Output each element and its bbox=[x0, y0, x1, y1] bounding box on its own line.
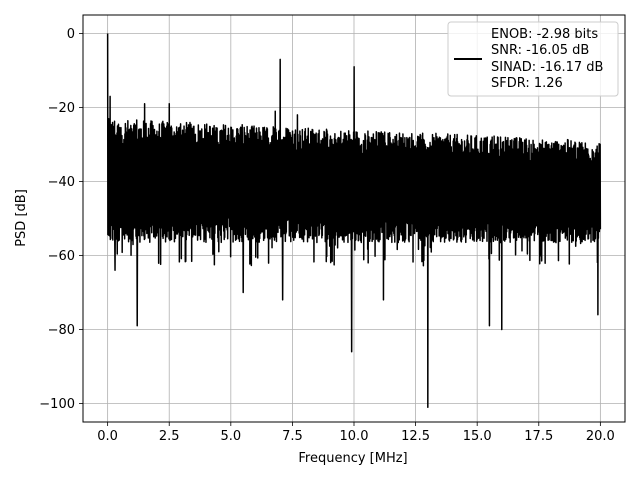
y-axis-label: PSD [dB] bbox=[14, 189, 29, 247]
psd-trace bbox=[106, 33, 602, 408]
y-tick-label: −100 bbox=[39, 397, 75, 412]
x-tick-label: 20.0 bbox=[586, 429, 615, 444]
y-tick-label: 0 bbox=[67, 27, 75, 42]
legend: ENOB: -2.98 bits SNR: -16.05 dB SINAD: -… bbox=[447, 21, 619, 97]
y-tick-label: −80 bbox=[48, 323, 75, 338]
x-tick-label: 15.0 bbox=[463, 429, 492, 444]
legend-line-sfdr: SFDR: 1.26 bbox=[491, 76, 563, 91]
x-axis-label: Frequency [MHz] bbox=[298, 451, 407, 466]
x-tick-label: 10.0 bbox=[340, 429, 369, 444]
legend-line-enob: ENOB: -2.98 bits bbox=[491, 27, 598, 42]
x-tick-label: 17.5 bbox=[524, 429, 553, 444]
x-tick-label: 7.5 bbox=[282, 429, 303, 444]
y-tick-label: −20 bbox=[48, 101, 75, 116]
x-tick-label: 0.0 bbox=[97, 429, 118, 444]
x-tick-label: 2.5 bbox=[159, 429, 180, 444]
psd-series-line bbox=[106, 33, 602, 408]
x-tick-label: 12.5 bbox=[401, 429, 430, 444]
x-tick-label: 5.0 bbox=[220, 429, 241, 444]
legend-box bbox=[447, 21, 619, 97]
legend-line-snr: SNR: -16.05 dB bbox=[491, 43, 589, 58]
axis-ticks: 0.0 2.5 5.0 7.5 10.0 12.5 15.0 17.5 20.0 0 −20 −40 −… bbox=[39, 27, 615, 444]
y-tick-label: −60 bbox=[48, 249, 75, 264]
legend-line-sinad: SINAD: -16.17 dB bbox=[491, 60, 603, 75]
y-tick-label: −40 bbox=[48, 175, 75, 190]
